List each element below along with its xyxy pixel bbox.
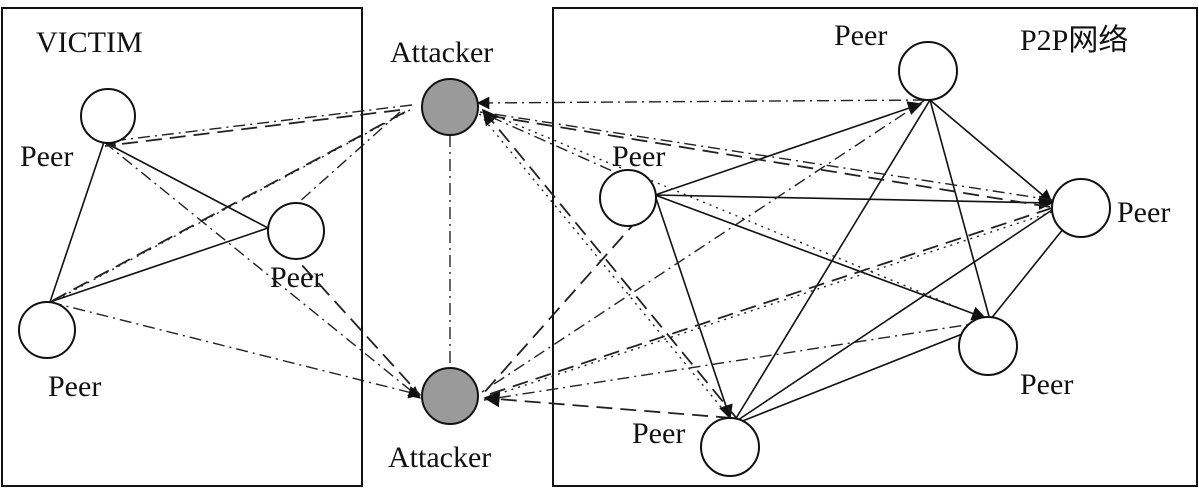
victim-peer-top-label: Peer <box>20 140 73 173</box>
p2p-peer-left-label: Peer <box>612 140 665 173</box>
victim-links <box>49 141 269 303</box>
p2p-peer-bottom <box>700 417 760 477</box>
attacker-top-label: Attacker <box>390 36 493 69</box>
victim-peer-bottom <box>18 301 76 359</box>
victim-box <box>1 7 363 487</box>
p2p-network-box <box>552 7 1198 487</box>
p2p-peer-bottom-label: Peer <box>632 417 685 450</box>
attacker-bottom-label: Attacker <box>388 441 491 474</box>
p2p-peer-lower-right <box>958 316 1018 376</box>
victim-peer-right <box>267 202 325 260</box>
p2p-peer-top-label: Peer <box>834 19 887 52</box>
attacker-top <box>421 78 479 136</box>
p2p-peer-lower-right-label: Peer <box>1020 368 1073 401</box>
victim-peer-right-label: Peer <box>270 261 323 294</box>
p2p-peer-right <box>1051 178 1111 238</box>
victim-title: VICTIM <box>36 26 143 59</box>
p2p-peer-right-label: Peer <box>1117 196 1170 229</box>
p2p-title: P2P网络 <box>1020 24 1128 57</box>
p2p-links <box>654 99 1081 423</box>
p2p-peer-left <box>599 169 657 227</box>
victim-peer-bottom-label: Peer <box>48 370 101 403</box>
attacker-bottom <box>421 367 479 425</box>
p2p-peer-top <box>898 41 958 101</box>
victim-peer-top <box>80 88 136 144</box>
top-attacker-lines <box>49 96 1053 421</box>
